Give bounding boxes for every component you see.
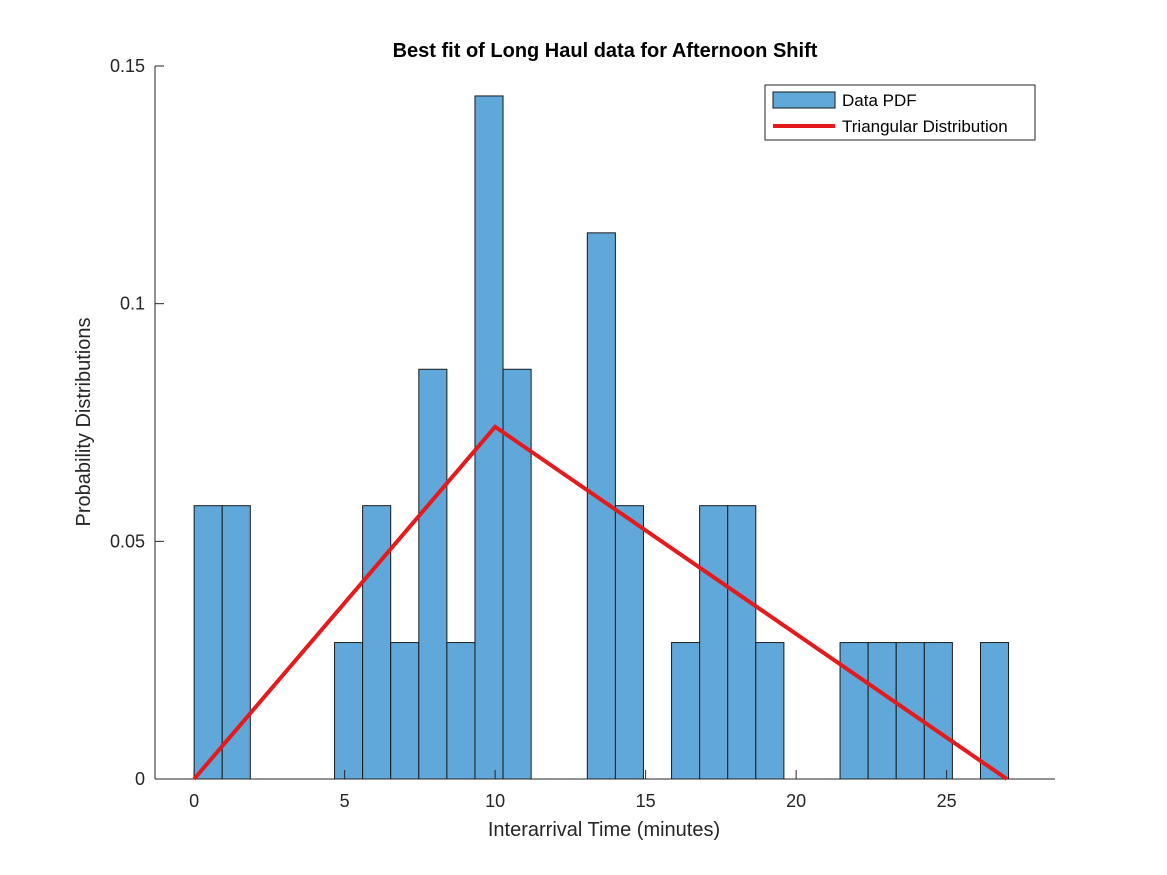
histogram-bar: [418, 368, 448, 780]
y-tick-label: 0.05: [110, 531, 145, 551]
legend-swatch-data-pdf: [772, 91, 836, 109]
axes: [154, 66, 1055, 780]
x-tick-label: 15: [636, 791, 656, 811]
histogram-bar: [193, 505, 223, 780]
histogram-bar: [979, 642, 1010, 780]
x-tick-label: 10: [485, 791, 505, 811]
y-tick-label: 0.15: [110, 56, 145, 76]
legend-label-triangular-distribution: Triangular Distribution: [842, 117, 1008, 136]
y-tick-label: 0.1: [120, 294, 145, 314]
y-tick-label: 0: [135, 769, 145, 789]
histogram-bar: [727, 505, 757, 780]
legend: Data PDF Triangular Distribution: [764, 84, 1036, 141]
x-tick-label: 5: [340, 791, 350, 811]
histogram-bar: [502, 368, 532, 780]
chart-title: Best fit of Long Haul data for Afternoon…: [393, 40, 818, 62]
x-axis-label: Interarrival Time (minutes): [488, 819, 720, 841]
histogram-bar: [362, 505, 392, 780]
legend-label-data-pdf: Data PDF: [842, 91, 917, 110]
histogram-bar: [334, 642, 364, 780]
histogram-bar: [699, 505, 729, 780]
histogram-bar: [221, 505, 251, 780]
x-tick-label: 0: [189, 791, 199, 811]
histogram-bar: [755, 642, 785, 780]
histogram-bar: [446, 642, 476, 780]
histogram-bar: [671, 642, 701, 780]
y-axis-label: Probability Distributions: [73, 318, 95, 527]
triangular-distribution-line: [192, 424, 1008, 781]
histogram-bar: [390, 642, 420, 780]
axis-ticks: 0 5 10 15 20 25 0 0.05 0.1 0.15: [110, 56, 957, 811]
histogram-bar: [923, 642, 953, 780]
histogram-bar: [867, 642, 897, 780]
histogram-bar: [614, 505, 644, 780]
histogram-bar: [839, 642, 869, 780]
x-tick-label: 25: [937, 791, 957, 811]
histogram-bar: [474, 95, 504, 780]
x-tick-label: 20: [786, 791, 806, 811]
